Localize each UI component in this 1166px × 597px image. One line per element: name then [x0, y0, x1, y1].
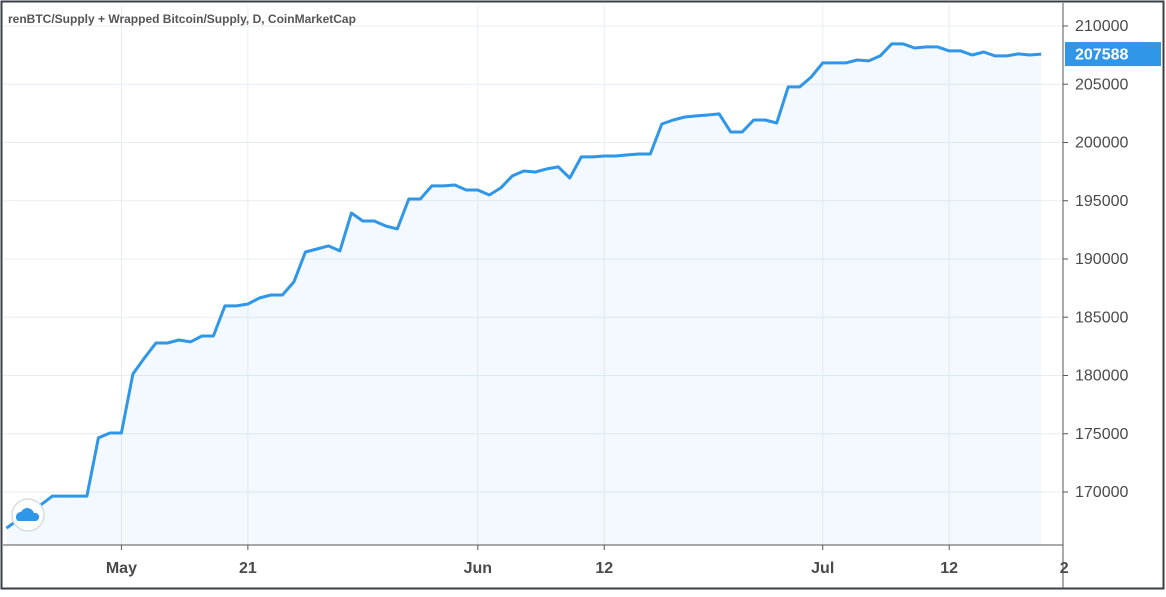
logo[interactable] [11, 498, 45, 532]
grid [3, 5, 1063, 545]
plot [5, 42, 1042, 546]
y-tick-label: 210000 [1075, 18, 1128, 35]
last-value-badge [1065, 42, 1161, 67]
axes: 170000 175000 180000 185000 190000 195000 2000… [106, 18, 1161, 577]
y-tick-label: 180000 [1075, 368, 1128, 385]
y-tick-label: 175000 [1075, 426, 1128, 443]
x-tick-label: 2 [1060, 560, 1069, 577]
y-tick-label: 200000 [1075, 135, 1128, 152]
y-tick-label: 205000 [1075, 76, 1128, 93]
y-tick-label: 190000 [1075, 251, 1128, 268]
x-tick-label: Jun [464, 560, 492, 577]
last-value-label: 207588 [1075, 46, 1128, 63]
y-tick-label: 170000 [1075, 484, 1128, 501]
x-tick-label: 21 [239, 560, 257, 577]
line [5, 42, 1042, 530]
chart-title: renBTC/Supply + Wrapped Bitcoin/Supply, … [8, 12, 356, 26]
x-tick-label: May [106, 560, 137, 577]
logo-icon[interactable] [15, 508, 40, 521]
x-tick-label: 12 [595, 560, 613, 577]
area [6, 43, 1042, 546]
x-tick-label: 12 [940, 560, 958, 577]
y-tick-label: 185000 [1075, 309, 1128, 326]
x-tick-label: Jul [811, 560, 834, 577]
y-tick-label: 195000 [1075, 193, 1128, 210]
